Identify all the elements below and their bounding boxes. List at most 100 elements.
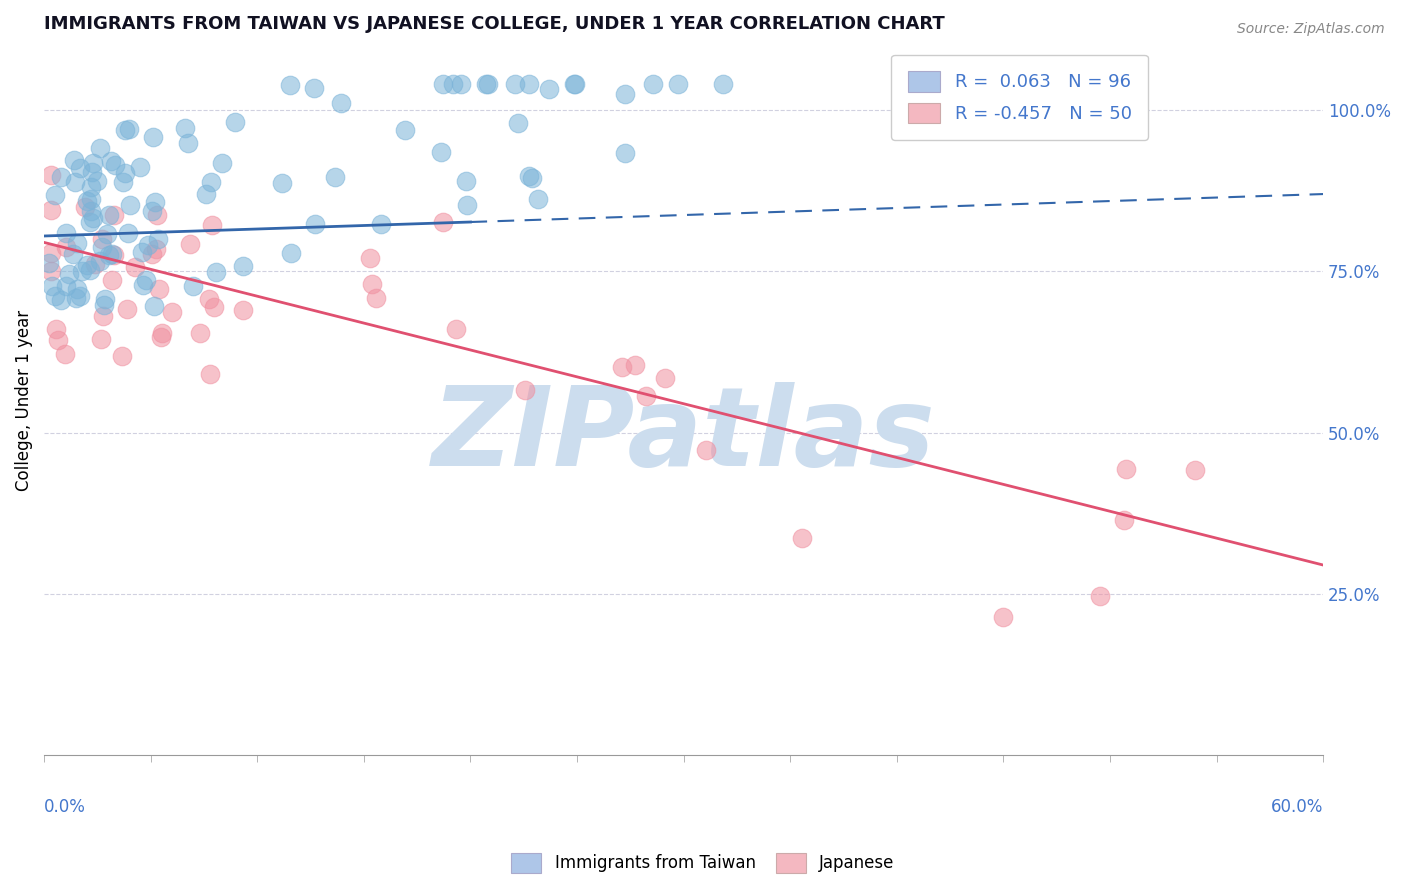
Point [46, 334, 69, 348]
Point [55, 278, 77, 293]
Point [194, 187, 217, 202]
Point [45, 322, 67, 336]
Point [270, 177, 292, 191]
Point [82, 156, 104, 170]
Point [55, 227, 77, 241]
Point [44, 288, 66, 302]
Point [624, 358, 647, 372]
Point [41, 279, 63, 293]
Point [82, 211, 104, 225]
Point [666, 78, 689, 92]
Point [232, 302, 254, 317]
Text: 0.0%: 0.0% [44, 798, 86, 816]
Point [475, 78, 498, 92]
Point [143, 299, 166, 313]
Point [444, 322, 467, 336]
Point [503, 78, 526, 92]
Point [695, 442, 717, 457]
Point [148, 282, 170, 296]
Point [508, 116, 530, 130]
Point [211, 156, 233, 170]
Point [538, 82, 561, 96]
Point [117, 301, 139, 316]
Point [141, 246, 163, 260]
Point [69, 289, 91, 303]
Point [96, 227, 118, 241]
Point [610, 359, 633, 374]
Point [83, 256, 105, 270]
Point [44, 188, 66, 202]
Point [792, 532, 814, 546]
Point [97, 209, 120, 223]
Point [1114, 513, 1136, 527]
Point [90, 232, 112, 246]
Point [79, 214, 101, 228]
Point [91, 240, 114, 254]
Point [136, 238, 159, 252]
Point [430, 145, 453, 159]
Point [80, 204, 103, 219]
Point [114, 166, 136, 180]
Point [526, 192, 548, 206]
Point [361, 277, 384, 292]
Point [41, 168, 63, 182]
Point [432, 215, 454, 229]
Text: 60.0%: 60.0% [1271, 798, 1323, 816]
Point [91, 309, 114, 323]
Point [149, 329, 172, 343]
Point [1115, 462, 1137, 476]
Point [114, 122, 136, 136]
Point [441, 78, 464, 92]
Point [614, 145, 637, 160]
Point [103, 247, 125, 261]
Point [370, 217, 392, 231]
Point [124, 260, 146, 275]
Point [456, 174, 478, 188]
Text: IMMIGRANTS FROM TAIWAN VS JAPANESE COLLEGE, UNDER 1 YEAR CORRELATION CHART: IMMIGRANTS FROM TAIWAN VS JAPANESE COLLE… [44, 15, 945, 33]
Point [456, 198, 478, 212]
Point [89, 140, 111, 154]
Text: Source: ZipAtlas.com: Source: ZipAtlas.com [1237, 22, 1385, 37]
Point [94, 292, 117, 306]
Point [100, 154, 122, 169]
Point [148, 232, 170, 246]
Point [330, 96, 353, 111]
Point [117, 227, 139, 241]
Point [62, 153, 84, 167]
Point [517, 78, 540, 92]
Point [198, 292, 221, 306]
Point [325, 169, 347, 184]
Point [224, 115, 246, 129]
Point [38, 256, 60, 270]
Point [304, 80, 326, 95]
Point [142, 130, 165, 145]
Point [432, 78, 454, 92]
Point [198, 368, 221, 382]
Point [101, 273, 124, 287]
Point [55, 239, 77, 253]
Point [614, 87, 637, 101]
Legend: Immigrants from Taiwan, Japanese: Immigrants from Taiwan, Japanese [505, 847, 901, 880]
Point [204, 265, 226, 279]
Point [280, 246, 302, 260]
Point [179, 236, 201, 251]
Point [232, 259, 254, 273]
Point [711, 78, 734, 92]
Point [101, 246, 124, 260]
Y-axis label: College, Under 1 year: College, Under 1 year [15, 310, 32, 491]
Point [634, 390, 657, 404]
Point [520, 170, 543, 185]
Point [76, 194, 98, 209]
Point [146, 208, 169, 222]
Point [177, 136, 200, 150]
Point [564, 78, 586, 92]
Point [150, 326, 173, 341]
Point [304, 217, 326, 231]
Point [1088, 589, 1111, 603]
Point [1184, 463, 1206, 477]
Point [359, 251, 381, 265]
Point [564, 78, 586, 92]
Point [104, 158, 127, 172]
Point [58, 268, 80, 282]
Point [39, 263, 62, 277]
